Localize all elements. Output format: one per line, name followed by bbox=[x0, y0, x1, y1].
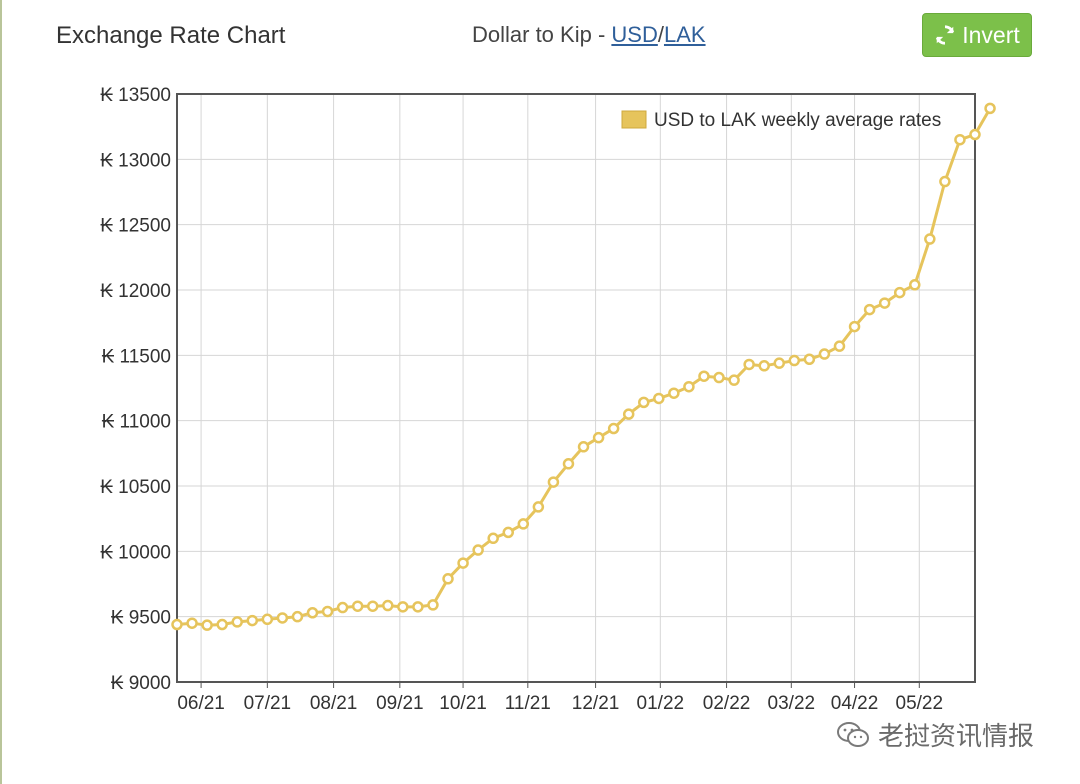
data-point[interactable] bbox=[216, 618, 228, 631]
data-point[interactable] bbox=[562, 458, 575, 470]
x-tick-label: 06/21 bbox=[177, 693, 225, 714]
grid-layer bbox=[177, 93, 975, 683]
data-point[interactable] bbox=[833, 340, 846, 352]
legend-swatch bbox=[621, 110, 647, 129]
y-tick-label: ₭ 12500 bbox=[100, 216, 171, 237]
data-point[interactable] bbox=[969, 128, 981, 141]
y-tick-label: ₭ 13500 bbox=[100, 85, 171, 106]
watermark-text: 老挝资讯情报 bbox=[878, 721, 1035, 751]
y-tick-label: ₭ 13000 bbox=[100, 150, 171, 171]
plot-frame bbox=[176, 93, 976, 683]
data-point[interactable] bbox=[336, 601, 349, 614]
x-tick-label: 04/22 bbox=[831, 693, 879, 714]
data-point[interactable] bbox=[231, 616, 243, 628]
data-point[interactable] bbox=[261, 613, 274, 626]
data-point[interactable] bbox=[773, 357, 786, 369]
series-layer bbox=[171, 102, 996, 631]
y-tick-label: ₭ 9000 bbox=[111, 673, 171, 694]
x-tick-label: 08/21 bbox=[310, 693, 358, 714]
legend: USD to LAK weekly average rates bbox=[621, 110, 941, 131]
y-tick-label: ₭ 11000 bbox=[102, 412, 171, 433]
subtitle-separator: / bbox=[657, 22, 664, 47]
data-point[interactable] bbox=[893, 286, 906, 299]
data-point[interactable] bbox=[592, 431, 605, 444]
data-point[interactable] bbox=[638, 396, 650, 409]
data-point[interactable] bbox=[276, 612, 289, 624]
data-point[interactable] bbox=[397, 601, 409, 613]
data-point[interactable] bbox=[502, 526, 514, 539]
data-point[interactable] bbox=[924, 233, 936, 245]
data-point[interactable] bbox=[954, 133, 966, 146]
data-point[interactable] bbox=[457, 557, 469, 569]
data-point[interactable] bbox=[698, 370, 710, 382]
data-point[interactable] bbox=[622, 408, 635, 420]
invert-label: Invert bbox=[962, 21, 1020, 48]
data-point[interactable] bbox=[653, 392, 665, 405]
y-tick-label: ₭ 10500 bbox=[100, 477, 171, 498]
data-point[interactable] bbox=[186, 617, 198, 629]
data-point[interactable] bbox=[878, 297, 891, 309]
data-point[interactable] bbox=[818, 348, 831, 360]
page-title: Exchange Rate Chart bbox=[56, 22, 286, 49]
x-tick-label: 03/22 bbox=[768, 693, 816, 714]
data-point[interactable] bbox=[863, 303, 876, 316]
data-point[interactable] bbox=[939, 175, 951, 188]
wechat-icon bbox=[836, 720, 870, 750]
data-point[interactable] bbox=[607, 422, 620, 435]
x-tick-label: 09/21 bbox=[376, 693, 424, 714]
data-point[interactable] bbox=[848, 320, 861, 333]
data-point[interactable] bbox=[351, 600, 364, 612]
data-point[interactable] bbox=[246, 614, 259, 627]
refresh-icon bbox=[934, 24, 956, 46]
data-point[interactable] bbox=[487, 532, 499, 545]
data-point[interactable] bbox=[909, 279, 921, 291]
x-tick-label: 05/22 bbox=[896, 693, 944, 714]
x-tick-label: 01/22 bbox=[637, 693, 685, 714]
data-point[interactable] bbox=[427, 599, 439, 611]
data-point[interactable] bbox=[472, 544, 484, 556]
data-point[interactable] bbox=[412, 601, 424, 613]
data-point[interactable] bbox=[788, 354, 801, 367]
data-point[interactable] bbox=[382, 599, 394, 612]
data-point[interactable] bbox=[171, 618, 183, 631]
y-tick-label: ₭ 9500 bbox=[111, 608, 171, 629]
legend-label: USD to LAK weekly average rates bbox=[654, 110, 941, 131]
axis-layer: ₭ 9000 ₭ 9500 ₭ 10000 ₭ 10500 ₭ 11000 ₭ 11500… bbox=[100, 85, 976, 714]
data-point[interactable] bbox=[291, 610, 304, 623]
data-point[interactable] bbox=[442, 573, 454, 585]
data-point[interactable] bbox=[517, 518, 530, 530]
data-point[interactable] bbox=[201, 619, 213, 631]
data-point[interactable] bbox=[321, 605, 334, 618]
pair-subtitle: Dollar to Kip - USD/LAK bbox=[472, 22, 706, 48]
lak-link[interactable]: LAK bbox=[663, 22, 706, 47]
data-point[interactable] bbox=[547, 476, 560, 488]
x-tick-label: 12/21 bbox=[572, 693, 620, 714]
y-tick-label: ₭ 11500 bbox=[102, 346, 171, 367]
data-point[interactable] bbox=[743, 358, 755, 371]
data-point[interactable] bbox=[532, 501, 545, 513]
y-tick-label: ₭ 12000 bbox=[100, 281, 171, 302]
usd-link[interactable]: USD bbox=[611, 22, 658, 47]
data-point[interactable] bbox=[366, 600, 379, 612]
series-line bbox=[176, 107, 992, 627]
data-point[interactable] bbox=[728, 374, 740, 386]
watermark: 老挝资讯情报 bbox=[836, 716, 1034, 753]
data-point[interactable] bbox=[577, 441, 590, 453]
data-point[interactable] bbox=[758, 360, 770, 372]
x-tick-label: 10/21 bbox=[439, 693, 487, 714]
data-point[interactable] bbox=[803, 353, 816, 366]
x-tick-label: 07/21 bbox=[244, 693, 292, 714]
data-point[interactable] bbox=[713, 371, 725, 384]
y-tick-label: ₭ 10000 bbox=[100, 542, 171, 563]
invert-button[interactable]: Invert bbox=[922, 13, 1032, 57]
subtitle-prefix: Dollar to Kip - bbox=[472, 22, 612, 47]
data-point[interactable] bbox=[668, 387, 680, 399]
data-point[interactable] bbox=[683, 380, 695, 393]
x-tick-label: 02/22 bbox=[703, 693, 751, 714]
x-tick-label: 11/21 bbox=[505, 693, 551, 714]
data-point[interactable] bbox=[306, 606, 319, 619]
left-border bbox=[0, 0, 2, 784]
data-point[interactable] bbox=[984, 102, 996, 115]
